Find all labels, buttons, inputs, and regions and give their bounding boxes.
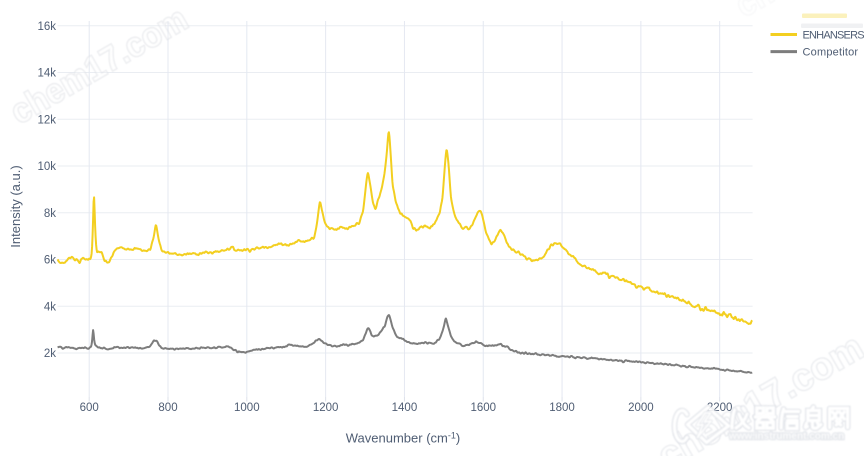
svg-text:1800: 1800: [549, 402, 575, 414]
svg-text:Intensity (a.u.): Intensity (a.u.): [8, 165, 23, 247]
svg-text:1400: 1400: [392, 402, 418, 414]
svg-text:Competitor: Competitor: [803, 46, 859, 58]
svg-text:1200: 1200: [313, 402, 339, 414]
svg-text:10k: 10k: [37, 161, 56, 173]
svg-text:600: 600: [80, 402, 99, 414]
svg-text:6k: 6k: [44, 255, 56, 267]
svg-text:4k: 4k: [44, 301, 56, 313]
svg-text:Wavenumber (cm-1): Wavenumber (cm-1): [346, 431, 460, 446]
svg-text:ENHANSERS: ENHANSERS: [803, 29, 864, 41]
svg-text:2000: 2000: [628, 402, 654, 414]
svg-text:12k: 12k: [37, 114, 56, 126]
svg-text:1600: 1600: [470, 402, 496, 414]
svg-text:14k: 14k: [37, 68, 56, 80]
svg-text:800: 800: [158, 402, 177, 414]
svg-text:16k: 16k: [37, 21, 56, 33]
svg-text:8k: 8k: [44, 208, 56, 220]
svg-text:www.instrument.com.cn: www.instrument.com.cn: [728, 431, 844, 442]
svg-text:2k: 2k: [44, 348, 56, 360]
svg-text:1000: 1000: [234, 402, 260, 414]
